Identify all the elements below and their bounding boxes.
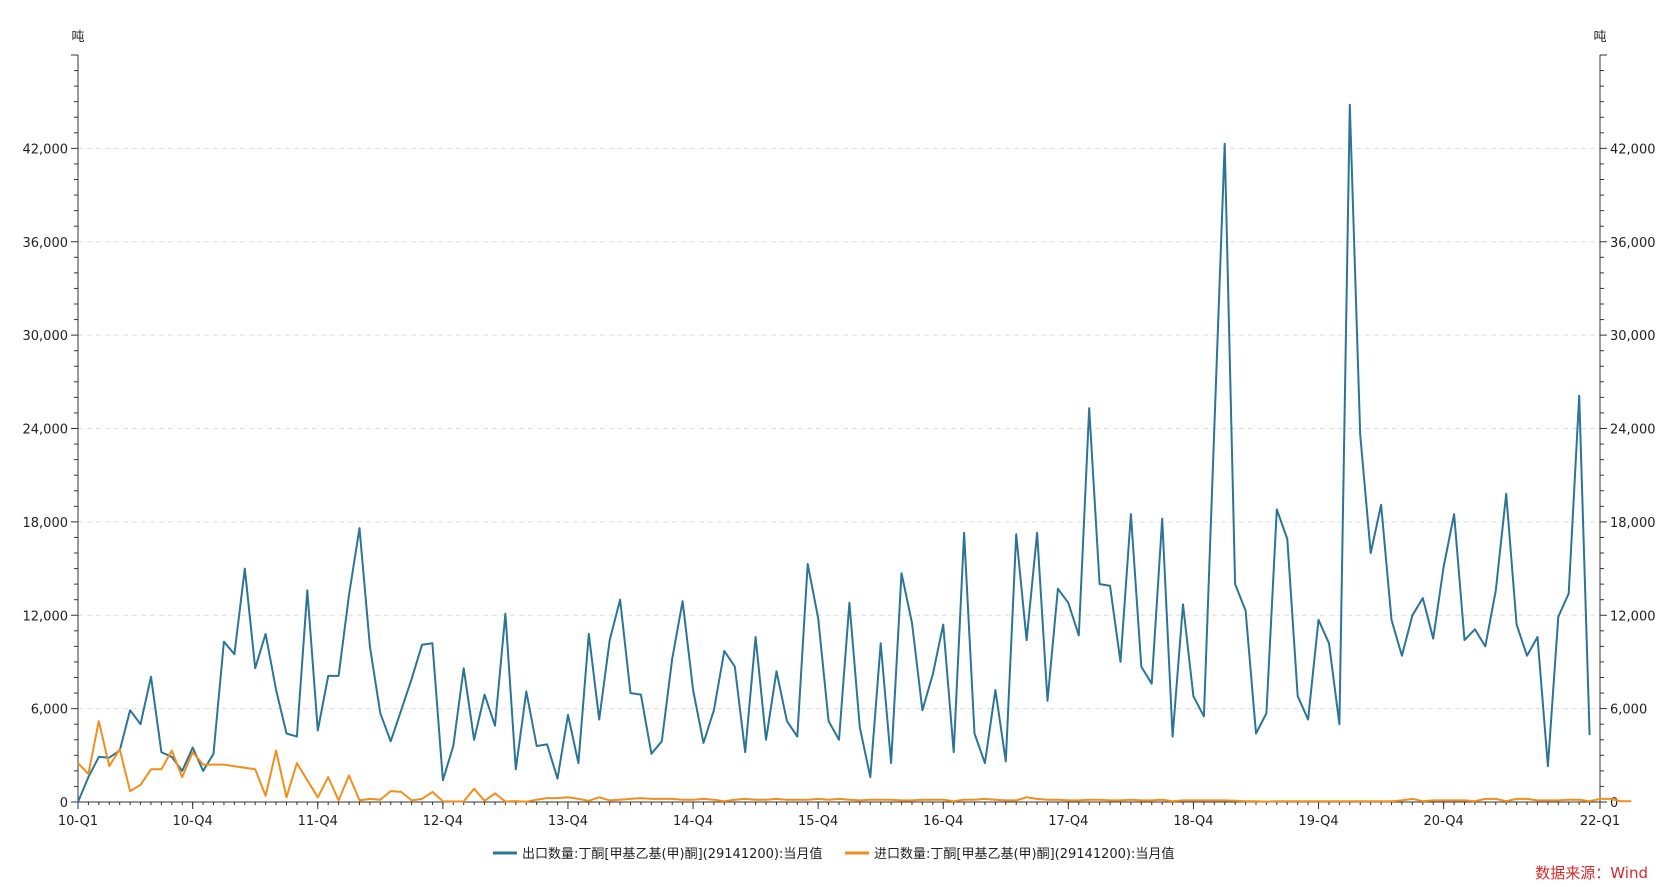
x-axis-tick-label: 19-Q4 — [1298, 814, 1338, 829]
left-axis-tick-label: 0 — [60, 796, 68, 811]
left-axis-tick-label: 30,000 — [23, 329, 69, 344]
axis-layer: 吨 吨 0 0 6,000 6,000 12,000 12,000 18,000 18,000… — [23, 30, 1656, 829]
import-quantity-line — [77, 720, 1632, 803]
data-source-label: 数据来源：Wind — [1535, 864, 1648, 882]
right-axis-tick-label: 18,000 — [1610, 516, 1656, 531]
legend-label-export[interactable]: 出口数量:丁酮[甲基乙基(甲)酮](29141200):当月值 — [522, 846, 822, 862]
right-axis-tick-label: 6,000 — [1610, 703, 1647, 718]
export-quantity-line — [77, 103, 1591, 803]
right-axis-tick-label: 36,000 — [1610, 236, 1656, 251]
legend-label-import[interactable]: 进口数量:丁酮[甲基乙基(甲)酮](29141200):当月值 — [874, 846, 1174, 862]
right-axis-tick-label: 24,000 — [1610, 423, 1656, 438]
left-axis-tick-label: 42,000 — [23, 142, 69, 157]
x-axis-tick-label: 10-Q1 — [58, 814, 98, 829]
x-axis-tick-label: 16-Q4 — [923, 814, 963, 829]
series-layer — [77, 103, 1632, 803]
x-axis-tick-label: 12-Q4 — [423, 814, 463, 829]
legend: 出口数量:丁酮[甲基乙基(甲)酮](29141200):当月值 进口数量:丁酮[… — [493, 846, 1174, 862]
right-axis-tick-label: 42,000 — [1610, 142, 1656, 157]
grid-layer — [78, 147, 1600, 710]
right-axis-tick-label: 12,000 — [1610, 609, 1656, 624]
left-axis-tick-label: 24,000 — [23, 423, 69, 438]
x-axis-tick-label: 10-Q4 — [173, 814, 213, 829]
x-axis-tick-label: 18-Q4 — [1173, 814, 1213, 829]
x-axis-tick-label: 15-Q4 — [798, 814, 838, 829]
x-axis-tick-label: 20-Q4 — [1424, 814, 1464, 829]
x-axis-tick-label: 14-Q4 — [673, 814, 713, 829]
x-axis-tick-label: 22-Q1 — [1580, 814, 1620, 829]
right-axis-unit-label: 吨 — [1593, 30, 1606, 45]
x-axis-tick-label: 11-Q4 — [298, 814, 338, 829]
x-axis-tick-label: 13-Q4 — [548, 814, 588, 829]
left-axis-tick-label: 18,000 — [23, 516, 69, 531]
left-axis-tick-label: 12,000 — [23, 609, 69, 624]
right-axis-tick-label: 0 — [1610, 796, 1618, 811]
right-axis-tick-label: 30,000 — [1610, 329, 1656, 344]
left-axis-tick-label: 36,000 — [23, 236, 69, 251]
left-axis-tick-label: 6,000 — [31, 703, 68, 718]
left-axis-unit-label: 吨 — [71, 30, 84, 45]
x-axis-tick-label: 17-Q4 — [1048, 814, 1088, 829]
